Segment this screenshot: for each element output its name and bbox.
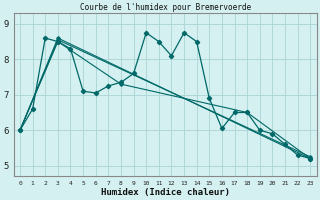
X-axis label: Humidex (Indice chaleur): Humidex (Indice chaleur) — [100, 188, 230, 197]
Title: Courbe de l'humidex pour Bremervoerde: Courbe de l'humidex pour Bremervoerde — [80, 3, 251, 12]
